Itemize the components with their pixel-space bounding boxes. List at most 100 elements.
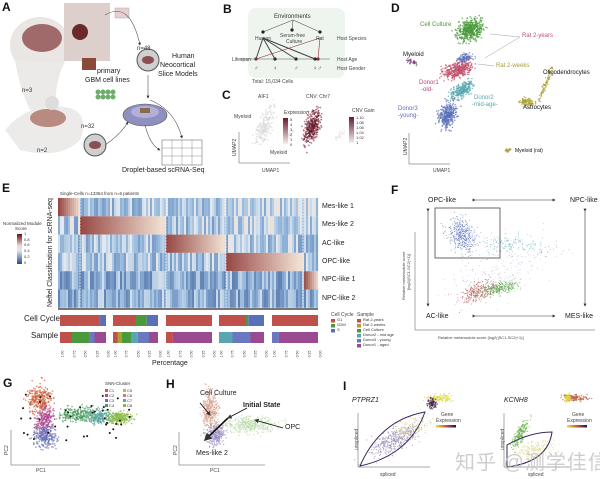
cell-point <box>510 287 512 289</box>
heatmap-cell <box>294 271 297 290</box>
heatmap-cell <box>90 289 93 308</box>
sample-segment <box>113 332 118 343</box>
cell-point <box>481 17 484 19</box>
cell-point <box>486 295 488 297</box>
heatmap-cell <box>172 216 175 235</box>
cell-point <box>456 71 458 73</box>
cell-point <box>482 285 484 287</box>
gbm-cell <box>95 89 101 95</box>
cell-point <box>540 254 541 256</box>
cell-point <box>469 241 471 243</box>
heatmap-cell <box>216 289 219 308</box>
cell-point <box>461 71 464 74</box>
heatmap-cell <box>66 271 69 290</box>
cell-point <box>509 290 511 292</box>
heatmap-cell <box>136 198 139 217</box>
heatmap-cell <box>316 216 319 235</box>
cell-point <box>502 285 504 287</box>
cell-point <box>415 62 418 64</box>
cell-point <box>525 256 526 258</box>
heatmap-cell <box>258 252 261 272</box>
cell-point <box>518 270 520 272</box>
heatmap-cell <box>264 234 267 253</box>
cell-cycle-segment <box>60 315 100 326</box>
cell-point <box>252 134 254 136</box>
cell-point <box>489 283 491 284</box>
cell-point <box>262 126 265 128</box>
cell-point <box>466 17 469 20</box>
heatmap-cell <box>80 234 83 253</box>
heatmap-cell <box>70 252 73 272</box>
cell-point <box>459 242 461 244</box>
cell-point <box>453 116 456 119</box>
heatmap-cell <box>180 271 183 290</box>
heatmap-cell <box>310 216 313 235</box>
cell-point <box>454 221 456 223</box>
cell-point <box>256 126 259 129</box>
cell-point <box>512 287 514 289</box>
cell-point <box>269 105 271 108</box>
heatmap-cell <box>126 198 129 217</box>
cell-point <box>41 403 44 406</box>
cell-point <box>311 120 314 123</box>
heatmap-cell <box>90 216 93 235</box>
heatmap-cell <box>186 216 189 235</box>
cell-point <box>455 244 457 246</box>
cell-point <box>520 278 522 280</box>
heatmap-cell <box>132 252 135 272</box>
cell-point <box>490 290 492 292</box>
cell-point <box>560 253 562 255</box>
heatmap-cell <box>108 271 111 290</box>
cell-point <box>491 293 493 295</box>
cell-point <box>454 94 457 97</box>
heatmap-cell <box>80 271 83 290</box>
cell-point <box>469 298 471 300</box>
cell-point <box>31 389 33 392</box>
heatmap-cell <box>120 271 123 290</box>
cell-point <box>462 88 465 90</box>
cell-point <box>447 123 449 126</box>
heatmap-cell <box>130 198 133 217</box>
cell-point <box>454 304 456 306</box>
cell-point <box>459 238 461 240</box>
heatmap-cell <box>200 234 203 253</box>
heatmap-cell <box>288 252 291 272</box>
cell-point <box>339 130 341 132</box>
cell-point <box>469 61 472 64</box>
cell-point <box>272 103 275 106</box>
cell-point <box>450 79 453 82</box>
cell-point <box>482 290 484 292</box>
cell-point <box>494 239 496 241</box>
heatmap-cell <box>250 234 253 253</box>
cell-point <box>524 249 526 251</box>
cell-point <box>261 126 263 128</box>
cell-point <box>469 89 471 92</box>
cell-point <box>305 151 308 154</box>
heatmap-cell <box>212 216 215 235</box>
heatmap-cell <box>118 216 121 235</box>
heatmap-cell <box>76 271 79 290</box>
heatmap-cell <box>84 234 87 253</box>
cell-point <box>305 133 307 136</box>
cell-point <box>447 293 449 295</box>
cell-point <box>497 243 499 245</box>
heatmap-cell <box>242 289 245 308</box>
cell-point <box>527 234 529 236</box>
cell-point <box>502 265 504 267</box>
cell-point <box>461 89 464 92</box>
cell-point <box>470 289 472 291</box>
heatmap-cell <box>250 252 253 272</box>
cell-point <box>487 285 489 287</box>
cell-point <box>481 290 483 292</box>
cell-point <box>474 286 476 288</box>
cell-point <box>512 245 514 247</box>
cell-point <box>446 105 449 108</box>
cell-point <box>443 118 445 121</box>
heatmap-cell <box>264 289 267 308</box>
heatmap-cell <box>60 216 63 235</box>
cell-point <box>506 303 508 305</box>
cell-point <box>472 269 474 270</box>
cell-point <box>48 404 51 406</box>
cell-point <box>449 237 451 239</box>
cell-point <box>451 77 454 80</box>
